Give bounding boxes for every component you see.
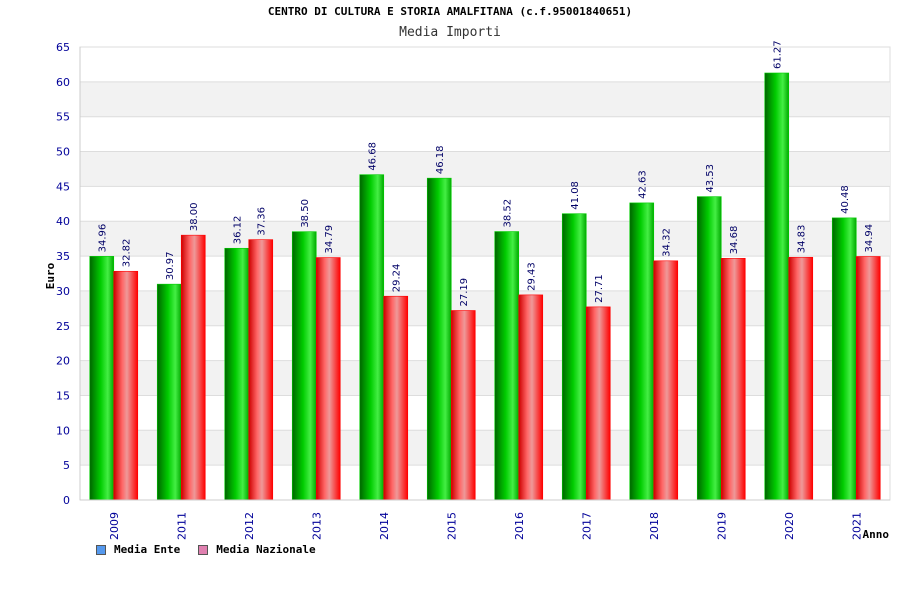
x-tick-label: 2018 — [648, 512, 661, 540]
grid-band — [80, 290, 890, 326]
x-tick-label: 2017 — [580, 512, 593, 540]
data-label: 34.94 — [864, 224, 875, 253]
bar-media-nazionale — [855, 256, 881, 501]
data-label: 29.43 — [527, 262, 538, 291]
x-tick-label: 2009 — [108, 512, 121, 540]
bar-media-ente — [831, 217, 857, 501]
legend-swatch-ente — [96, 544, 106, 555]
x-tick-label: 2015 — [445, 512, 458, 540]
data-label: 30.97 — [165, 252, 176, 281]
legend-item-ente: Media Ente — [96, 543, 180, 556]
bar-media-ente — [359, 174, 385, 501]
data-label: 27.19 — [459, 278, 470, 307]
data-label: 38.52 — [503, 199, 514, 228]
data-label: 46.18 — [435, 146, 446, 175]
legend-label-nazionale: Media Nazionale — [216, 543, 316, 556]
x-tick-label: 2019 — [715, 512, 728, 540]
y-tick-label: 60 — [56, 76, 70, 89]
y-tick-label: 5 — [63, 459, 70, 472]
data-label: 34.83 — [797, 225, 808, 254]
chart-title: CENTRO DI CULTURA E STORIA AMALFITANA (c… — [267, 5, 633, 18]
x-axis-title: Anno — [863, 528, 890, 541]
bar-media-ente — [291, 231, 317, 501]
data-label: 36.12 — [233, 216, 244, 245]
x-tick-label: 2020 — [783, 512, 796, 540]
legend-item-nazionale: Media Nazionale — [198, 543, 316, 556]
bar-media-nazionale — [180, 234, 206, 501]
y-tick-label: 40 — [56, 215, 70, 228]
data-label: 43.53 — [705, 164, 716, 193]
data-label: 41.08 — [570, 181, 581, 210]
x-tick-label: 2013 — [310, 512, 323, 540]
bar-media-ente — [224, 247, 250, 501]
data-label: 42.63 — [638, 170, 649, 199]
data-label: 34.68 — [729, 226, 740, 255]
bar-media-nazionale — [653, 260, 679, 501]
chart-subtitle: Media Importi — [399, 25, 501, 40]
data-label: 46.68 — [368, 142, 379, 171]
data-label: 29.24 — [392, 264, 403, 293]
bar-media-nazionale — [720, 258, 746, 501]
y-tick-label: 15 — [56, 389, 70, 402]
bar-media-ente — [426, 177, 452, 501]
bar-media-ente — [629, 202, 655, 501]
bar-media-nazionale — [383, 295, 409, 501]
data-label: 37.36 — [257, 207, 268, 236]
bar-media-nazionale — [113, 270, 139, 501]
bar-media-nazionale — [788, 256, 814, 501]
y-tick-label: 30 — [56, 285, 70, 298]
bar-media-ente — [696, 196, 722, 501]
y-tick-label: 45 — [56, 180, 70, 193]
bar-media-nazionale — [585, 306, 611, 501]
bar-media-ente — [764, 72, 790, 501]
bar-media-ente — [89, 256, 115, 501]
x-tick-label: 2011 — [175, 512, 188, 540]
grid-band — [80, 360, 890, 396]
data-label: 38.50 — [300, 199, 311, 228]
y-tick-label: 10 — [56, 424, 70, 437]
bar-media-ente — [561, 213, 587, 501]
y-tick-label: 25 — [56, 320, 70, 333]
data-label: 38.00 — [189, 203, 200, 232]
data-label: 34.79 — [324, 225, 335, 254]
bar-media-ente — [494, 231, 520, 501]
y-tick-label: 55 — [56, 111, 70, 124]
data-label: 40.48 — [840, 185, 851, 214]
bar-media-nazionale — [315, 257, 341, 501]
data-label: 34.96 — [98, 224, 109, 253]
data-label: 34.32 — [662, 228, 673, 257]
legend-swatch-nazionale — [198, 544, 209, 555]
y-tick-label: 20 — [56, 355, 70, 368]
grid-band — [80, 430, 890, 466]
bar-media-nazionale — [450, 310, 476, 501]
grid-band — [80, 81, 890, 117]
y-tick-label: 35 — [56, 250, 70, 263]
data-label: 32.82 — [122, 239, 133, 268]
legend: Media Ente Media Nazionale — [96, 543, 316, 556]
bar-media-ente — [156, 283, 182, 501]
data-label: 27.71 — [594, 274, 605, 303]
y-axis-title: Euro — [44, 262, 57, 289]
data-label: 61.27 — [773, 40, 784, 69]
y-tick-label: 50 — [56, 146, 70, 159]
plot-area — [79, 46, 891, 501]
legend-label-ente: Media Ente — [114, 543, 181, 556]
x-tick-label: 2016 — [513, 512, 526, 540]
y-tick-label: 65 — [56, 41, 70, 54]
grid-band — [80, 151, 890, 187]
x-tick-label: 2021 — [850, 512, 863, 540]
bar-media-nazionale — [518, 294, 544, 501]
bar-media-nazionale — [248, 239, 274, 501]
y-tick-label: 0 — [63, 494, 70, 507]
x-tick-label: 2014 — [378, 512, 391, 540]
grid-band — [80, 221, 890, 257]
x-tick-label: 2012 — [243, 512, 256, 540]
